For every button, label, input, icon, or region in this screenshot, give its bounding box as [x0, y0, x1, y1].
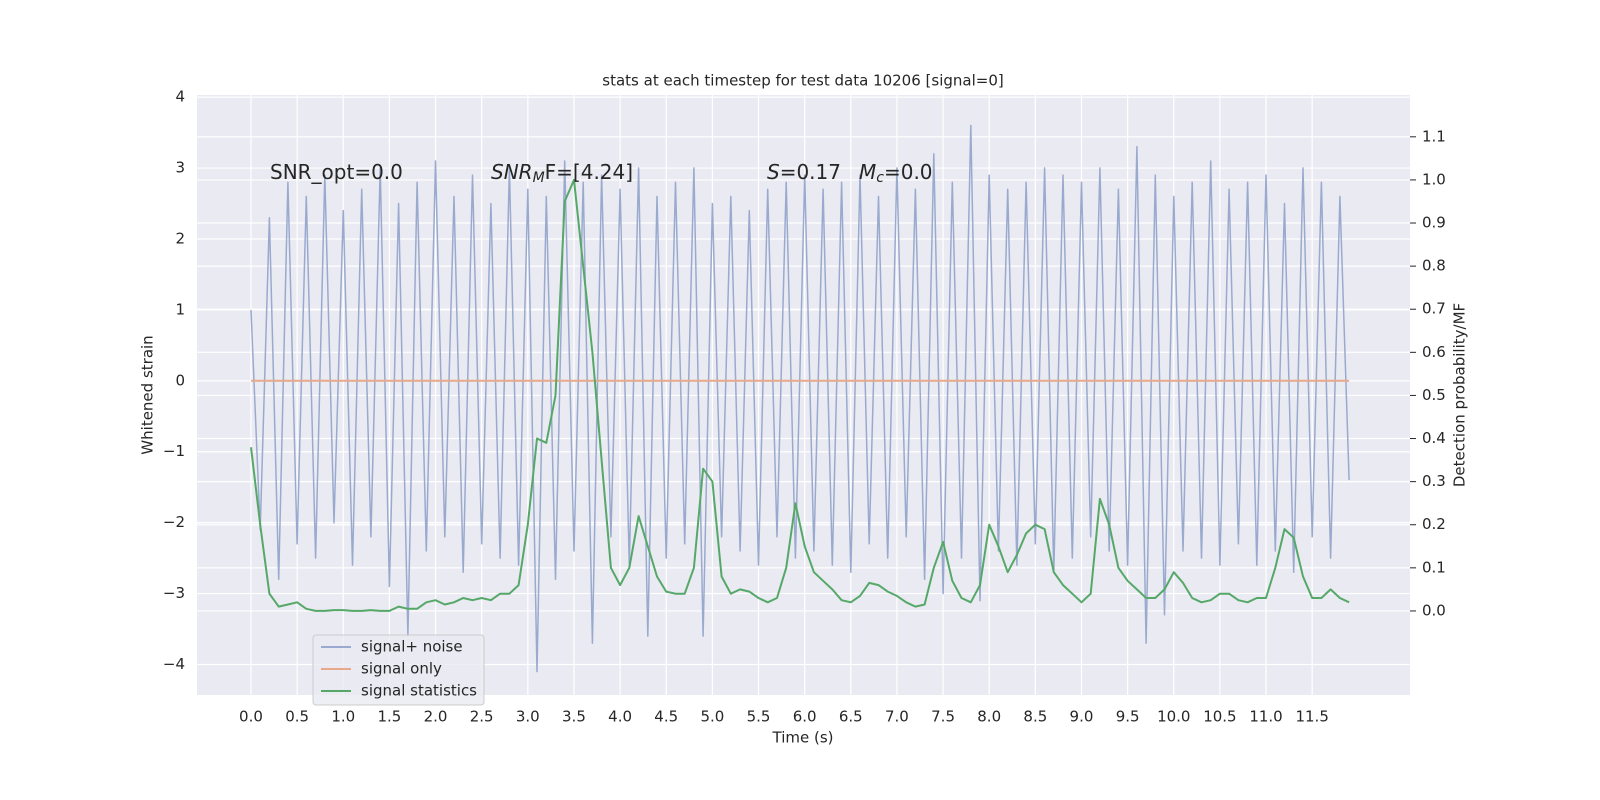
y2-tick-label: 0.6 — [1422, 343, 1446, 361]
x-tick-label: 9.5 — [1116, 708, 1140, 726]
x-tick-label: 11.0 — [1249, 708, 1282, 726]
y2-tick-label: 0.2 — [1422, 515, 1446, 533]
x-tick-label: 3.5 — [562, 708, 586, 726]
y2-tick-label: 1.0 — [1422, 170, 1446, 188]
legend-label: signal statistics — [361, 682, 477, 700]
y2-tick-label: 0.7 — [1422, 300, 1446, 318]
y-tick-label: 1 — [175, 300, 185, 318]
y2-tick-label: 0.0 — [1422, 601, 1446, 619]
series-line — [250, 124, 1350, 673]
annotation: S=0.17 — [767, 160, 841, 184]
x-tick-label: 6.0 — [793, 708, 817, 726]
chart-title: stats at each timestep for test data 102… — [602, 72, 1003, 90]
x-tick-label: 1.5 — [377, 708, 401, 726]
x-axis-label: Time (s) — [772, 729, 834, 747]
y-tick-label: 2 — [175, 229, 185, 247]
x-tick-label: 0.5 — [285, 708, 309, 726]
y-tick-label: 0 — [175, 371, 185, 389]
x-tick-label: 7.0 — [885, 708, 909, 726]
x-tick-label: 9.0 — [1070, 708, 1094, 726]
x-tick-label: 5.5 — [747, 708, 771, 726]
x-tick-label: 6.5 — [839, 708, 863, 726]
annotation: SNR_opt=0.0 — [270, 160, 403, 184]
y-tick-label: 3 — [175, 159, 185, 177]
annotation-part: SNR — [491, 160, 533, 184]
y-tick-label: −1 — [163, 442, 185, 460]
x-tick-label: 2.5 — [470, 708, 494, 726]
annotation: SNRMF=[4.24] — [491, 160, 633, 187]
legend: signal+ noise signal only signal statistic… — [312, 634, 485, 706]
y2-tick-label: 1.1 — [1422, 127, 1446, 145]
y-tick-label: 4 — [175, 88, 185, 106]
y2-tick-label: 0.5 — [1422, 386, 1446, 404]
x-tick-label: 4.0 — [608, 708, 632, 726]
x-tick-label: 1.0 — [331, 708, 355, 726]
x-tick-label: 8.0 — [977, 708, 1001, 726]
x-tick-label: 0.0 — [239, 708, 263, 726]
y2-tick-label: 0.1 — [1422, 558, 1446, 576]
x-tick-label: 4.5 — [654, 708, 678, 726]
series-line — [250, 178, 1350, 612]
y-tick-label: −2 — [163, 513, 185, 531]
x-tick-label: 5.0 — [700, 708, 724, 726]
annotation-sub: c — [876, 170, 884, 186]
x-tick-label: 2.0 — [424, 708, 448, 726]
y-axis-label: Whitened strain — [139, 335, 157, 454]
annotation-part: =0.17 — [780, 160, 841, 184]
x-tick-label: 11.5 — [1295, 708, 1328, 726]
annotation-part: F=[4.24] — [545, 160, 633, 184]
annotation-part: =0.0 — [884, 160, 933, 184]
y2-tick-label: 0.3 — [1422, 472, 1446, 490]
x-tick-label: 7.5 — [931, 708, 955, 726]
legend-box — [312, 634, 485, 706]
x-tick-label: 10.5 — [1203, 708, 1236, 726]
y2-tick-label: 0.4 — [1422, 429, 1446, 447]
annotation-part: SNR_opt=0.0 — [270, 160, 403, 184]
x-tick-label: 8.5 — [1023, 708, 1047, 726]
y2-axis-label: Detection probability/MF — [1451, 303, 1469, 487]
annotation: Mc=0.0 — [859, 160, 933, 187]
annotation-part: M — [859, 160, 876, 184]
annotation-part: S — [767, 160, 780, 184]
x-tick-label: 3.0 — [516, 708, 540, 726]
y-tick-label: −3 — [163, 584, 185, 602]
y2-tick-label: 0.9 — [1422, 214, 1446, 232]
x-tick-label: 10.0 — [1157, 708, 1190, 726]
legend-label: signal only — [361, 660, 442, 678]
y-tick-label: −4 — [163, 655, 185, 673]
y2-tick-label: 0.8 — [1422, 257, 1446, 275]
annotation-sub: M — [533, 170, 545, 186]
legend-label: signal+ noise — [361, 638, 463, 656]
